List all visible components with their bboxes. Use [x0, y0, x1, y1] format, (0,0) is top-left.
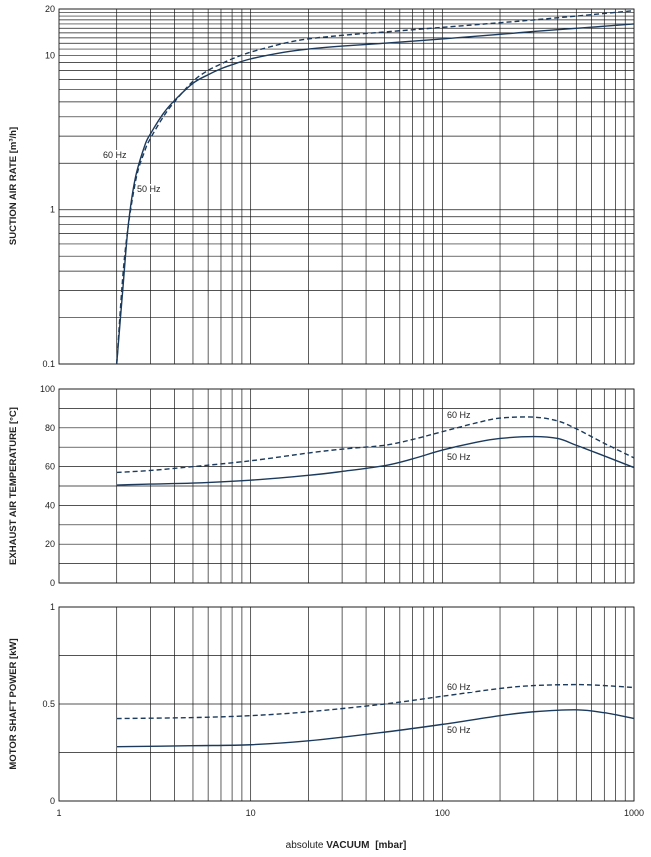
series-label-bg [102, 150, 129, 160]
plot-frame [58, 8, 635, 365]
x-axis-label: absolute VACUUM [mbar] [286, 840, 407, 851]
y-axis-label: MOTOR SHAFT POWER [kW] [8, 638, 19, 769]
y-axis-label: SUCTION AIR RATE [m³/h] [8, 127, 19, 245]
y-tick-label: 20 [45, 4, 55, 14]
x-tick-label: 10 [246, 808, 256, 818]
y-tick-label: 0.1 [42, 359, 55, 369]
y-tick-label: 0.5 [42, 699, 55, 709]
y-tick-label: 0 [50, 796, 55, 806]
series-label: 50 Hz [447, 725, 471, 735]
series-line-60hz [116, 416, 635, 474]
series-line-60hz [116, 683, 635, 720]
x-axis-label-bold: VACUUM [326, 840, 369, 851]
y-tick-label: 1 [50, 602, 55, 612]
plot-frame [58, 606, 635, 802]
y-tick-label: 0 [50, 578, 55, 588]
series-label-bg [446, 452, 473, 462]
series-label: 60 Hz [103, 150, 127, 160]
series-label: 60 Hz [447, 410, 471, 420]
x-tick-label: 100 [435, 808, 450, 818]
grid-layer [58, 8, 635, 802]
x-axis-label-unit: [mbar] [375, 840, 406, 851]
x-tick-label: 1000 [624, 808, 644, 818]
series-label-bg [446, 725, 473, 735]
y-tick-label: 1 [50, 205, 55, 215]
series-label-bg [136, 184, 163, 194]
series-label: 50 Hz [137, 184, 161, 194]
series-label-bg [446, 682, 473, 692]
y-tick-label: 60 [45, 462, 55, 472]
curves-layer [116, 10, 635, 748]
y-tick-label: 40 [45, 500, 55, 510]
series-label: 50 Hz [447, 452, 471, 462]
y-tick-label: 80 [45, 423, 55, 433]
y-axis-label: EXHAUST AIR TEMPERATURE [°C] [8, 407, 19, 565]
series-line-50hz [116, 23, 635, 365]
plot-frame [58, 388, 635, 584]
series-line-60hz [116, 10, 635, 365]
y-tick-label: 100 [40, 384, 55, 394]
series-label: 60 Hz [447, 682, 471, 692]
y-tick-label: 10 [45, 50, 55, 60]
series-line-50hz [116, 709, 635, 748]
x-axis-label-prefix: absolute [286, 840, 324, 851]
series-line-50hz [116, 435, 635, 486]
series-label-bg [446, 410, 473, 420]
x-tick-label: 1 [56, 808, 61, 818]
y-tick-label: 20 [45, 539, 55, 549]
